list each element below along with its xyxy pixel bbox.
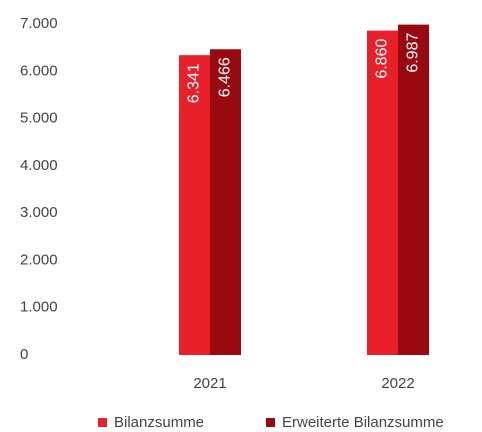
legend-label: Bilanzsumme (114, 414, 204, 431)
y-tick-label: 0 (20, 346, 28, 363)
y-tick-label: 3.000 (20, 204, 58, 221)
bar (210, 49, 241, 355)
y-tick-label: 6.000 (20, 62, 58, 79)
legend-swatch (266, 418, 275, 427)
x-tick-label: 2021 (193, 375, 226, 392)
x-tick-label: 2022 (381, 375, 414, 392)
bar (179, 55, 210, 355)
bar (398, 24, 429, 355)
value-label: 6.860 (374, 39, 391, 79)
value-label: 6.466 (217, 57, 234, 97)
bar (367, 30, 398, 356)
y-tick-label: 5.000 (20, 110, 58, 127)
y-tick-label: 7.000 (20, 15, 58, 32)
y-tick-label: 2.000 (20, 251, 58, 268)
legend-label: Erweiterte Bilanzsumme (282, 414, 444, 431)
legend-swatch (98, 418, 107, 427)
value-label: 6.341 (186, 63, 203, 103)
y-tick-label: 4.000 (20, 157, 58, 174)
value-label: 6.987 (405, 33, 422, 73)
y-tick-label: 1.000 (20, 299, 58, 316)
